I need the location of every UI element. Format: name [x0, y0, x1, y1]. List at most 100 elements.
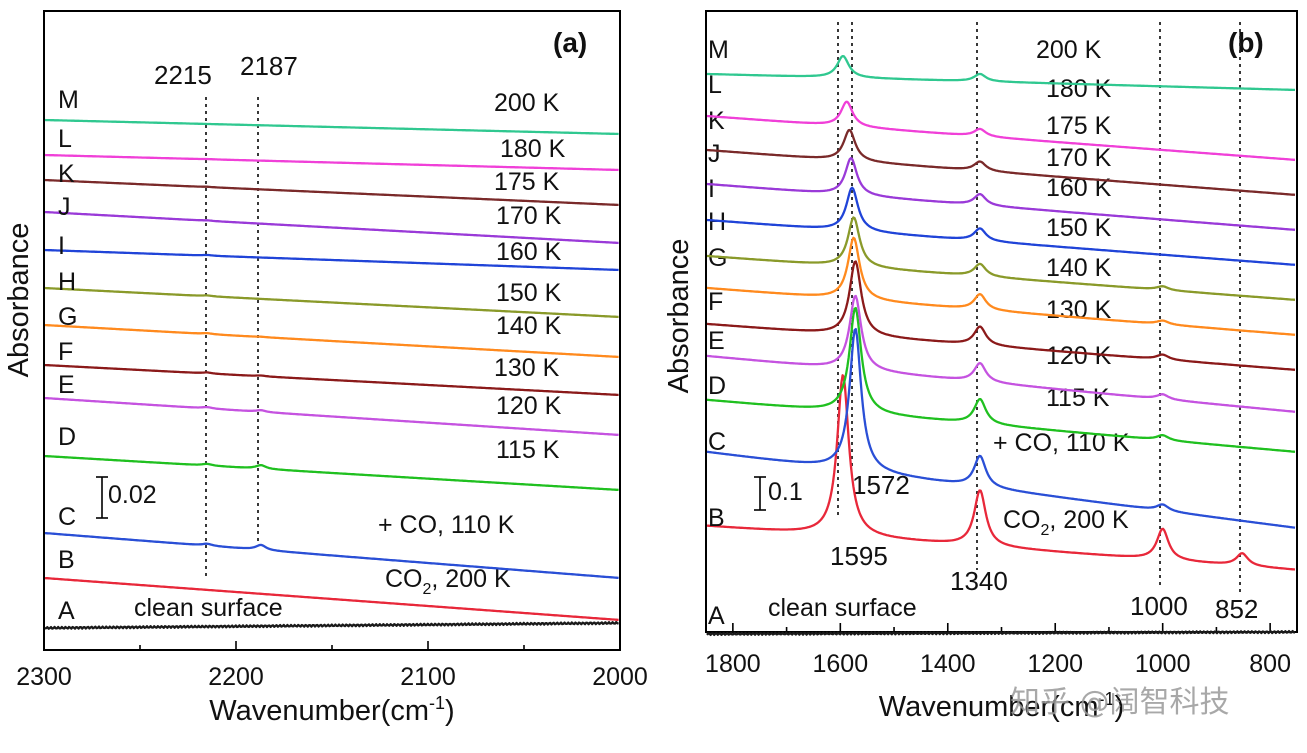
series-letter-label: A — [708, 602, 725, 630]
series-condition-label: 200 K — [1036, 36, 1102, 64]
series-condition-label: + CO, 110 K — [993, 429, 1130, 457]
spectrum-line-B — [44, 576, 619, 622]
spectrum-line-G — [706, 236, 1296, 336]
y-axis-label: Absorbance — [663, 239, 695, 394]
scale-bar-label: 0.02 — [108, 481, 157, 509]
scale-bar-label: 0.1 — [768, 478, 803, 506]
series-letter-label: M — [58, 86, 79, 114]
spectrum-line-L — [706, 100, 1295, 161]
series-condition-label: 150 K — [496, 279, 562, 307]
series-condition-label: 130 K — [494, 354, 560, 382]
series-condition-label: 180 K — [1046, 75, 1112, 103]
series-letter-label: B — [58, 546, 75, 574]
x-tick-label: 1000 — [1135, 650, 1191, 678]
spectrum-line-K — [706, 128, 1296, 196]
series-letter-label: E — [58, 371, 75, 399]
x-tick-label: 1800 — [705, 650, 761, 678]
series-letter-label: K — [58, 160, 75, 188]
series-letter-label: J — [708, 140, 721, 168]
spectrum-line-E — [706, 294, 1296, 413]
series-condition-label: CO2, 200 K — [385, 565, 511, 598]
panel-b-chart: 1800 1600 1400 1200 1000 800 Wavenumber(cm-1) A… — [663, 10, 1298, 723]
series-letter-label: E — [708, 327, 725, 355]
spectrum-line-G — [45, 323, 619, 359]
series-condition-label: 200 K — [494, 89, 560, 117]
watermark-text: 知乎 @阔智科技 — [1010, 685, 1230, 720]
series-condition-label: 170 K — [1046, 144, 1112, 172]
series-letter-label: H — [58, 268, 76, 296]
series-letter-label: C — [708, 428, 726, 456]
x-tick-label: 800 — [1249, 650, 1291, 678]
spectrum-line-M — [707, 54, 1295, 92]
series-condition-label: 180 K — [500, 135, 566, 163]
x-tick-label: 1400 — [920, 650, 976, 678]
series-condition-label: clean surface — [134, 594, 283, 622]
x-tick-label: 2300 — [16, 663, 72, 691]
series-letter-label: J — [58, 193, 71, 221]
series-letter-label: I — [58, 232, 65, 260]
series-condition-label: 140 K — [1046, 254, 1112, 282]
series-condition-label: 115 K — [496, 436, 560, 464]
series-letter-label: L — [58, 125, 72, 153]
plot-frame — [705, 10, 1298, 633]
series-condition-label: 150 K — [1046, 214, 1112, 242]
reference-peak-label: 1340 — [950, 566, 1008, 596]
series-letter-label: D — [708, 372, 726, 400]
spectrum-line-C — [706, 327, 1296, 529]
series-letter-label: K — [708, 107, 725, 135]
spectrum-line-I — [44, 248, 619, 272]
spectrum-line-J — [706, 156, 1296, 231]
reference-peak-label: 2187 — [240, 51, 298, 81]
series-condition-label: 120 K — [496, 392, 562, 420]
series-condition-label: 170 K — [496, 202, 562, 230]
series-letter-label: C — [58, 503, 76, 531]
reference-peak-label: 1000 — [1130, 591, 1188, 621]
series-letter-label: M — [708, 36, 729, 64]
reference-peak-label: 852 — [1215, 594, 1258, 624]
series-condition-label: + CO, 110 K — [378, 511, 515, 539]
series-letter-label: I — [708, 175, 715, 203]
series-condition-label: 175 K — [494, 168, 560, 196]
spectrum-line-I — [706, 186, 1296, 266]
x-axis-label: Wavenumber(cm-1) — [209, 693, 454, 727]
panel-a-chart: 2300 2200 2100 2000 Wavenumber(cm-1) Absorban… — [3, 10, 648, 727]
spectrum-line-A — [706, 629, 1296, 637]
spectrum-line-J — [45, 210, 619, 245]
x-tick-label: 1200 — [1027, 650, 1083, 678]
x-axis-label: Wavenumber(cm-1) — [879, 689, 1124, 723]
series-letter-label: B — [708, 504, 725, 532]
x-tick-label: 1600 — [813, 650, 869, 678]
series-letter-label: H — [708, 208, 726, 236]
series-letter-label: A — [58, 597, 75, 625]
series-condition-label: CO2, 200 K — [1003, 506, 1129, 539]
spectrum-line-D — [45, 454, 619, 492]
series-letter-label: F — [58, 338, 73, 366]
reference-peak-label: 1572 — [852, 470, 910, 500]
series-letter-label: G — [708, 244, 727, 272]
spectrum-line-E — [45, 396, 619, 437]
spectrum-line-F — [706, 260, 1296, 371]
spectrum-line-A — [44, 620, 619, 630]
spectrum-line-H — [707, 216, 1296, 301]
x-tick-label: 2000 — [592, 663, 648, 691]
series-condition-label: 160 K — [496, 238, 562, 266]
series-letter-label: G — [58, 303, 77, 331]
panel-label: (a) — [553, 27, 587, 58]
series-condition-label: 175 K — [1046, 112, 1112, 140]
reference-peak-label: 1595 — [830, 541, 888, 571]
x-tick-label: 2100 — [400, 663, 456, 691]
spectrum-line-F — [45, 363, 619, 397]
x-tick-label: 2200 — [208, 663, 264, 691]
series-letter-label: F — [708, 288, 723, 316]
y-axis-label: Absorbance — [3, 223, 35, 378]
series-letter-label: L — [708, 71, 722, 99]
spectrum-line-L — [44, 153, 619, 172]
series-condition-label: clean surface — [768, 594, 917, 622]
series-letter-label: D — [58, 423, 76, 451]
spectrum-line-K — [44, 178, 619, 207]
reference-peak-label: 2215 — [154, 60, 212, 90]
spectrum-line-C — [44, 531, 619, 580]
panel-label: (b) — [1228, 27, 1264, 58]
spectrum-line-B — [706, 374, 1296, 571]
